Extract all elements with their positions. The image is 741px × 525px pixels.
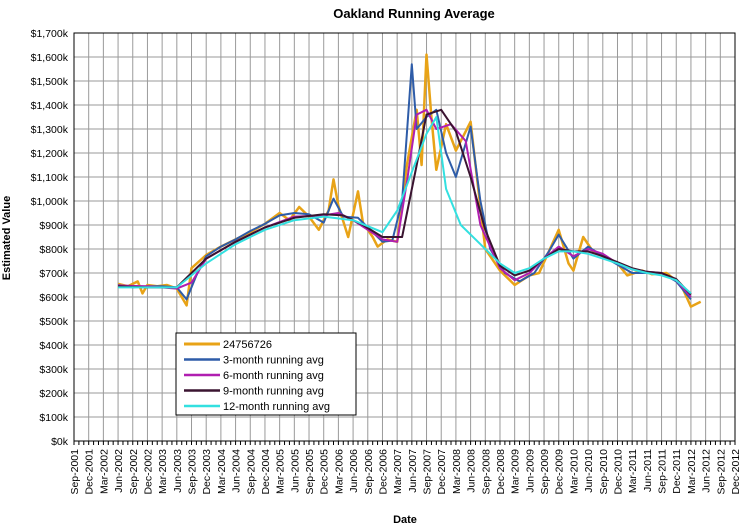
x-tick-label: Sep-2005 [304, 449, 316, 495]
y-axis-tick-labels: $0k $100k $200k $300k $400k $500k $600k $700k $8… [31, 28, 69, 448]
x-tick-label: Sep-2008 [480, 449, 492, 495]
x-tick-label: Sep-2011 [657, 449, 669, 494]
y-tick-label: $1,300k [31, 124, 69, 136]
x-tick-label: Sep-2002 [128, 449, 140, 495]
x-tick-label: Dec-2008 [495, 449, 507, 495]
series-line [118, 116, 692, 295]
series-line [118, 108, 692, 296]
x-tick-label: Dec-2007 [436, 449, 448, 495]
x-tick-label: Mar-2011 [627, 449, 639, 493]
y-tick-label: $1,600k [31, 52, 69, 64]
x-axis-tick-labels: Sep-2001 Dec-2001 Mar-2002 Jun-2002 Sep-2002… [69, 449, 741, 495]
x-tick-label: Mar-2010 [568, 449, 580, 494]
y-tick-label: $700k [39, 268, 68, 280]
gridlines [73, 32, 736, 445]
y-tick-label: $100k [39, 412, 68, 424]
legend-label: 12-month running avg [223, 401, 330, 413]
y-tick-label: $300k [39, 364, 68, 376]
y-tick-label: $1,700k [31, 28, 69, 40]
legend-label: 9-month running avg [223, 386, 324, 398]
x-tick-label: Sep-2001 [69, 449, 81, 495]
x-tick-label: Dec-2009 [554, 449, 566, 495]
series-lines [117, 53, 702, 308]
y-tick-label: $1,200k [31, 148, 69, 160]
y-tick-label: $400k [39, 340, 68, 352]
x-tick-label: Mar-2003 [157, 449, 169, 494]
x-tick-label: Jun-2012 [701, 449, 713, 493]
x-axis-title: Date [393, 514, 417, 525]
x-tick-label: Mar-2012 [686, 449, 698, 494]
x-tick-label: Jun-2005 [289, 449, 301, 493]
y-tick-label: $1,500k [31, 76, 69, 88]
x-tick-label: Dec-2004 [260, 449, 272, 495]
x-tick-label: Jun-2002 [113, 449, 125, 493]
legend-label: 6-month running avg [223, 370, 324, 382]
x-tick-label: Mar-2005 [275, 449, 287, 494]
y-tick-label: $0k [51, 436, 69, 448]
x-tick-label: Sep-2004 [245, 449, 257, 495]
x-tick-label: Jun-2006 [348, 449, 360, 493]
x-tick-label: Sep-2006 [363, 449, 375, 495]
x-tick-label: Sep-2010 [598, 449, 610, 495]
x-tick-label: Jun-2008 [466, 449, 478, 493]
x-tick-label: Sep-2007 [422, 449, 434, 495]
x-tick-label: Jun-2004 [231, 449, 243, 493]
x-tick-label: Jun-2003 [172, 449, 184, 493]
x-tick-label: Jun-2007 [407, 449, 419, 493]
x-tick-label: Mar-2008 [451, 449, 463, 494]
x-tick-label: Dec-2011 [671, 449, 683, 494]
x-tick-label: Dec-2010 [612, 449, 624, 495]
y-tick-label: $900k [39, 220, 68, 232]
x-tick-label: Sep-2003 [187, 449, 199, 495]
x-tick-label: Dec-2001 [84, 449, 96, 495]
plot-area-border [73, 32, 736, 442]
y-tick-label: $1,400k [31, 100, 69, 112]
y-tick-label: $600k [39, 292, 68, 304]
x-tick-label: Mar-2002 [98, 449, 110, 494]
x-tick-label: Dec-2012 [730, 449, 741, 495]
legend: 24756726 3-month running avg 6-month runni… [175, 332, 357, 416]
legend-label: 3-month running avg [223, 355, 324, 367]
x-tick-label: Sep-2012 [715, 449, 727, 495]
x-tick-label: Dec-2006 [377, 449, 389, 495]
y-tick-label: $200k [39, 388, 68, 400]
y-tick-label: $1,100k [31, 172, 69, 184]
y-tick-label: $1,000k [31, 196, 69, 208]
x-tick-label: Dec-2002 [142, 449, 154, 495]
x-tick-label: Dec-2003 [201, 449, 213, 495]
x-tick-label: Mar-2007 [392, 449, 404, 494]
x-tick-label: Sep-2009 [539, 449, 551, 495]
x-tick-label: Dec-2005 [319, 449, 331, 495]
x-tick-label: Jun-2010 [583, 449, 595, 493]
y-tick-label: $500k [39, 316, 68, 328]
x-tick-label: Mar-2006 [333, 449, 345, 494]
series-line [118, 108, 692, 298]
x-tick-label: Mar-2009 [510, 449, 522, 494]
chart-title: Oakland Running Average [333, 6, 495, 21]
x-tick-label: Jun-2009 [524, 449, 536, 493]
y-tick-label: $800k [39, 244, 68, 256]
y-axis-title: Estimated Value [1, 196, 13, 280]
x-tick-label: Jun-2011 [642, 449, 654, 492]
x-tick-label: Mar-2004 [216, 449, 228, 494]
legend-label: 24756726 [223, 339, 272, 351]
